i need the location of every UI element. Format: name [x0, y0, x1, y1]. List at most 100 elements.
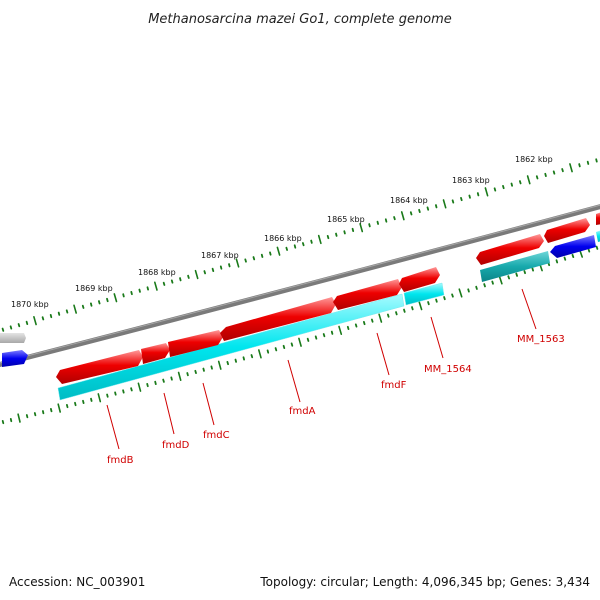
inner-ruler-minor-tick	[210, 365, 213, 370]
inner-ruler-minor-tick	[154, 380, 157, 386]
inner-ruler-minor-tick	[491, 280, 494, 285]
outer-ruler-major-tick	[235, 258, 240, 268]
leader-line-fmdF	[376, 332, 390, 376]
inner-ruler-minor-tick	[314, 335, 318, 340]
outer-ruler-minor-tick	[9, 325, 13, 330]
outer-ruler-major-tick	[194, 269, 199, 280]
gene-labels: fmdB fmdD fmdC fmdA fmdF MM_1564 MM_1563	[106, 288, 565, 466]
inner-ruler-minor-tick	[50, 407, 53, 413]
outer-ruler-minor-tick	[49, 313, 53, 319]
inner-ruler-minor-tick	[202, 367, 205, 372]
outer-ruler-minor-tick	[146, 286, 150, 291]
outer-ruler-minor-tick	[219, 265, 223, 270]
ruler-label: 1866 kbp	[264, 234, 302, 243]
ruler-labels: 1862 kbp 1863 kbp 1864 kbp 1865 kbp 1866 kbp…	[11, 155, 553, 309]
inner-ruler-minor-tick	[595, 245, 599, 250]
inner-ruler-major-tick	[17, 413, 21, 423]
inner-ruler-minor-tick	[9, 417, 13, 423]
ruler-label: 1862 kbp	[515, 155, 553, 164]
outer-ruler-minor-tick	[586, 160, 590, 165]
inner-ruler-minor-tick	[130, 387, 133, 392]
inner-ruler-minor-tick	[427, 301, 430, 306]
outer-ruler-minor-tick	[451, 199, 455, 204]
gene-arrow-fmdB	[56, 350, 143, 384]
outer-ruler-minor-tick	[376, 220, 380, 225]
cds-bar-edge	[596, 230, 600, 242]
outer-ruler-major-tick	[526, 175, 531, 185]
outer-ruler-major-tick	[317, 234, 322, 245]
outer-ruler-minor-tick	[17, 323, 21, 328]
ruler-label: 1870 kbp	[11, 300, 49, 309]
inner-ruler-minor-tick	[507, 275, 511, 280]
cds-track	[57, 230, 600, 401]
inner-ruler-major-tick	[97, 393, 102, 403]
gene-label-fmdF: fmdF	[381, 380, 407, 391]
inner-ruler-major-tick	[177, 371, 182, 382]
inner-ruler-minor-tick	[411, 306, 414, 311]
blue-gene-partial	[2, 350, 28, 367]
inner-ruler-minor-tick	[290, 342, 294, 347]
inner-ruler-minor-tick	[475, 285, 478, 290]
ruler-label: 1868 kbp	[138, 268, 176, 277]
inner-ruler-minor-tick	[322, 333, 326, 338]
gene-arrow-fmdA	[220, 297, 336, 341]
inner-ruler-minor-tick	[106, 393, 109, 398]
ruler-label: 1865 kbp	[327, 215, 365, 224]
gene-label-fmdA: fmdA	[289, 406, 316, 417]
inner-ruler-minor-tick	[122, 389, 125, 394]
inner-ruler-minor-tick	[146, 382, 149, 388]
outer-ruler-minor-tick	[293, 244, 297, 249]
outer-ruler-minor-tick	[426, 206, 430, 211]
outer-ruler-minor-tick	[393, 216, 396, 221]
ruler-label: 1867 kbp	[201, 251, 239, 260]
inner-ruler-minor-tick	[555, 259, 559, 264]
inner-ruler-minor-tick	[226, 360, 230, 366]
cds-bar-fmd	[57, 293, 405, 401]
outer-ruler-minor-tick	[351, 227, 355, 233]
outer-ruler-major-tick	[113, 293, 118, 303]
inner-ruler-minor-tick	[523, 270, 526, 275]
inner-ruler-major-tick	[458, 288, 463, 298]
inner-ruler-major-tick	[418, 301, 423, 311]
gene-arrow-fmdD	[141, 343, 170, 364]
cds-bar-mm1563	[480, 251, 550, 282]
outer-ruler-minor-tick	[301, 242, 305, 247]
gene-arrow-next	[544, 218, 590, 243]
outer-ruler-minor-tick	[106, 297, 109, 303]
outer-ruler-minor-tick	[130, 290, 133, 296]
outer-ruler-minor-tick	[335, 232, 338, 237]
map-title: Methanosarcina mazei Go1, complete genom…	[148, 12, 452, 27]
inner-ruler-minor-tick	[370, 318, 374, 323]
outer-ruler-major-tick	[442, 199, 447, 209]
inner-ruler-minor-tick	[66, 403, 69, 409]
inner-ruler-minor-tick	[435, 298, 438, 303]
gene-arrow-mm1563	[476, 234, 544, 265]
gene-label-fmdD: fmdD	[162, 440, 190, 451]
inner-ruler-minor-tick	[170, 376, 173, 381]
gene-arrow-edge	[596, 212, 600, 225]
outer-ruler-minor-tick	[544, 172, 547, 178]
accession-text: Accession: NC_003901	[9, 575, 145, 589]
inner-ruler-minor-tick	[362, 320, 366, 326]
outer-ruler-major-tick	[359, 223, 364, 233]
inner-ruler-minor-tick	[162, 378, 165, 383]
leader-line-mm1564	[430, 316, 444, 359]
inner-ruler-minor-tick	[443, 296, 446, 301]
inner-ruler-minor-tick	[33, 412, 37, 417]
leader-line-fmdD	[163, 392, 175, 435]
outer-ruler-minor-tick	[343, 230, 346, 235]
inner-ruler-minor-tick	[274, 347, 278, 352]
outer-ruler-minor-tick	[179, 277, 182, 282]
inner-ruler-minor-tick	[386, 313, 390, 318]
outer-ruler-minor-tick	[285, 246, 289, 251]
outer-ruler-minor-tick	[535, 175, 539, 180]
outer-ruler-minor-tick	[122, 293, 125, 298]
outer-ruler-minor-tick	[211, 267, 215, 273]
inner-ruler-major-tick	[257, 349, 262, 359]
inner-ruler-minor-tick	[587, 248, 591, 253]
outer-ruler-minor-tick	[98, 300, 101, 305]
outer-ruler-minor-tick	[561, 168, 564, 173]
outer-ruler-minor-tick	[170, 279, 174, 284]
outer-ruler-minor-tick	[468, 194, 471, 199]
